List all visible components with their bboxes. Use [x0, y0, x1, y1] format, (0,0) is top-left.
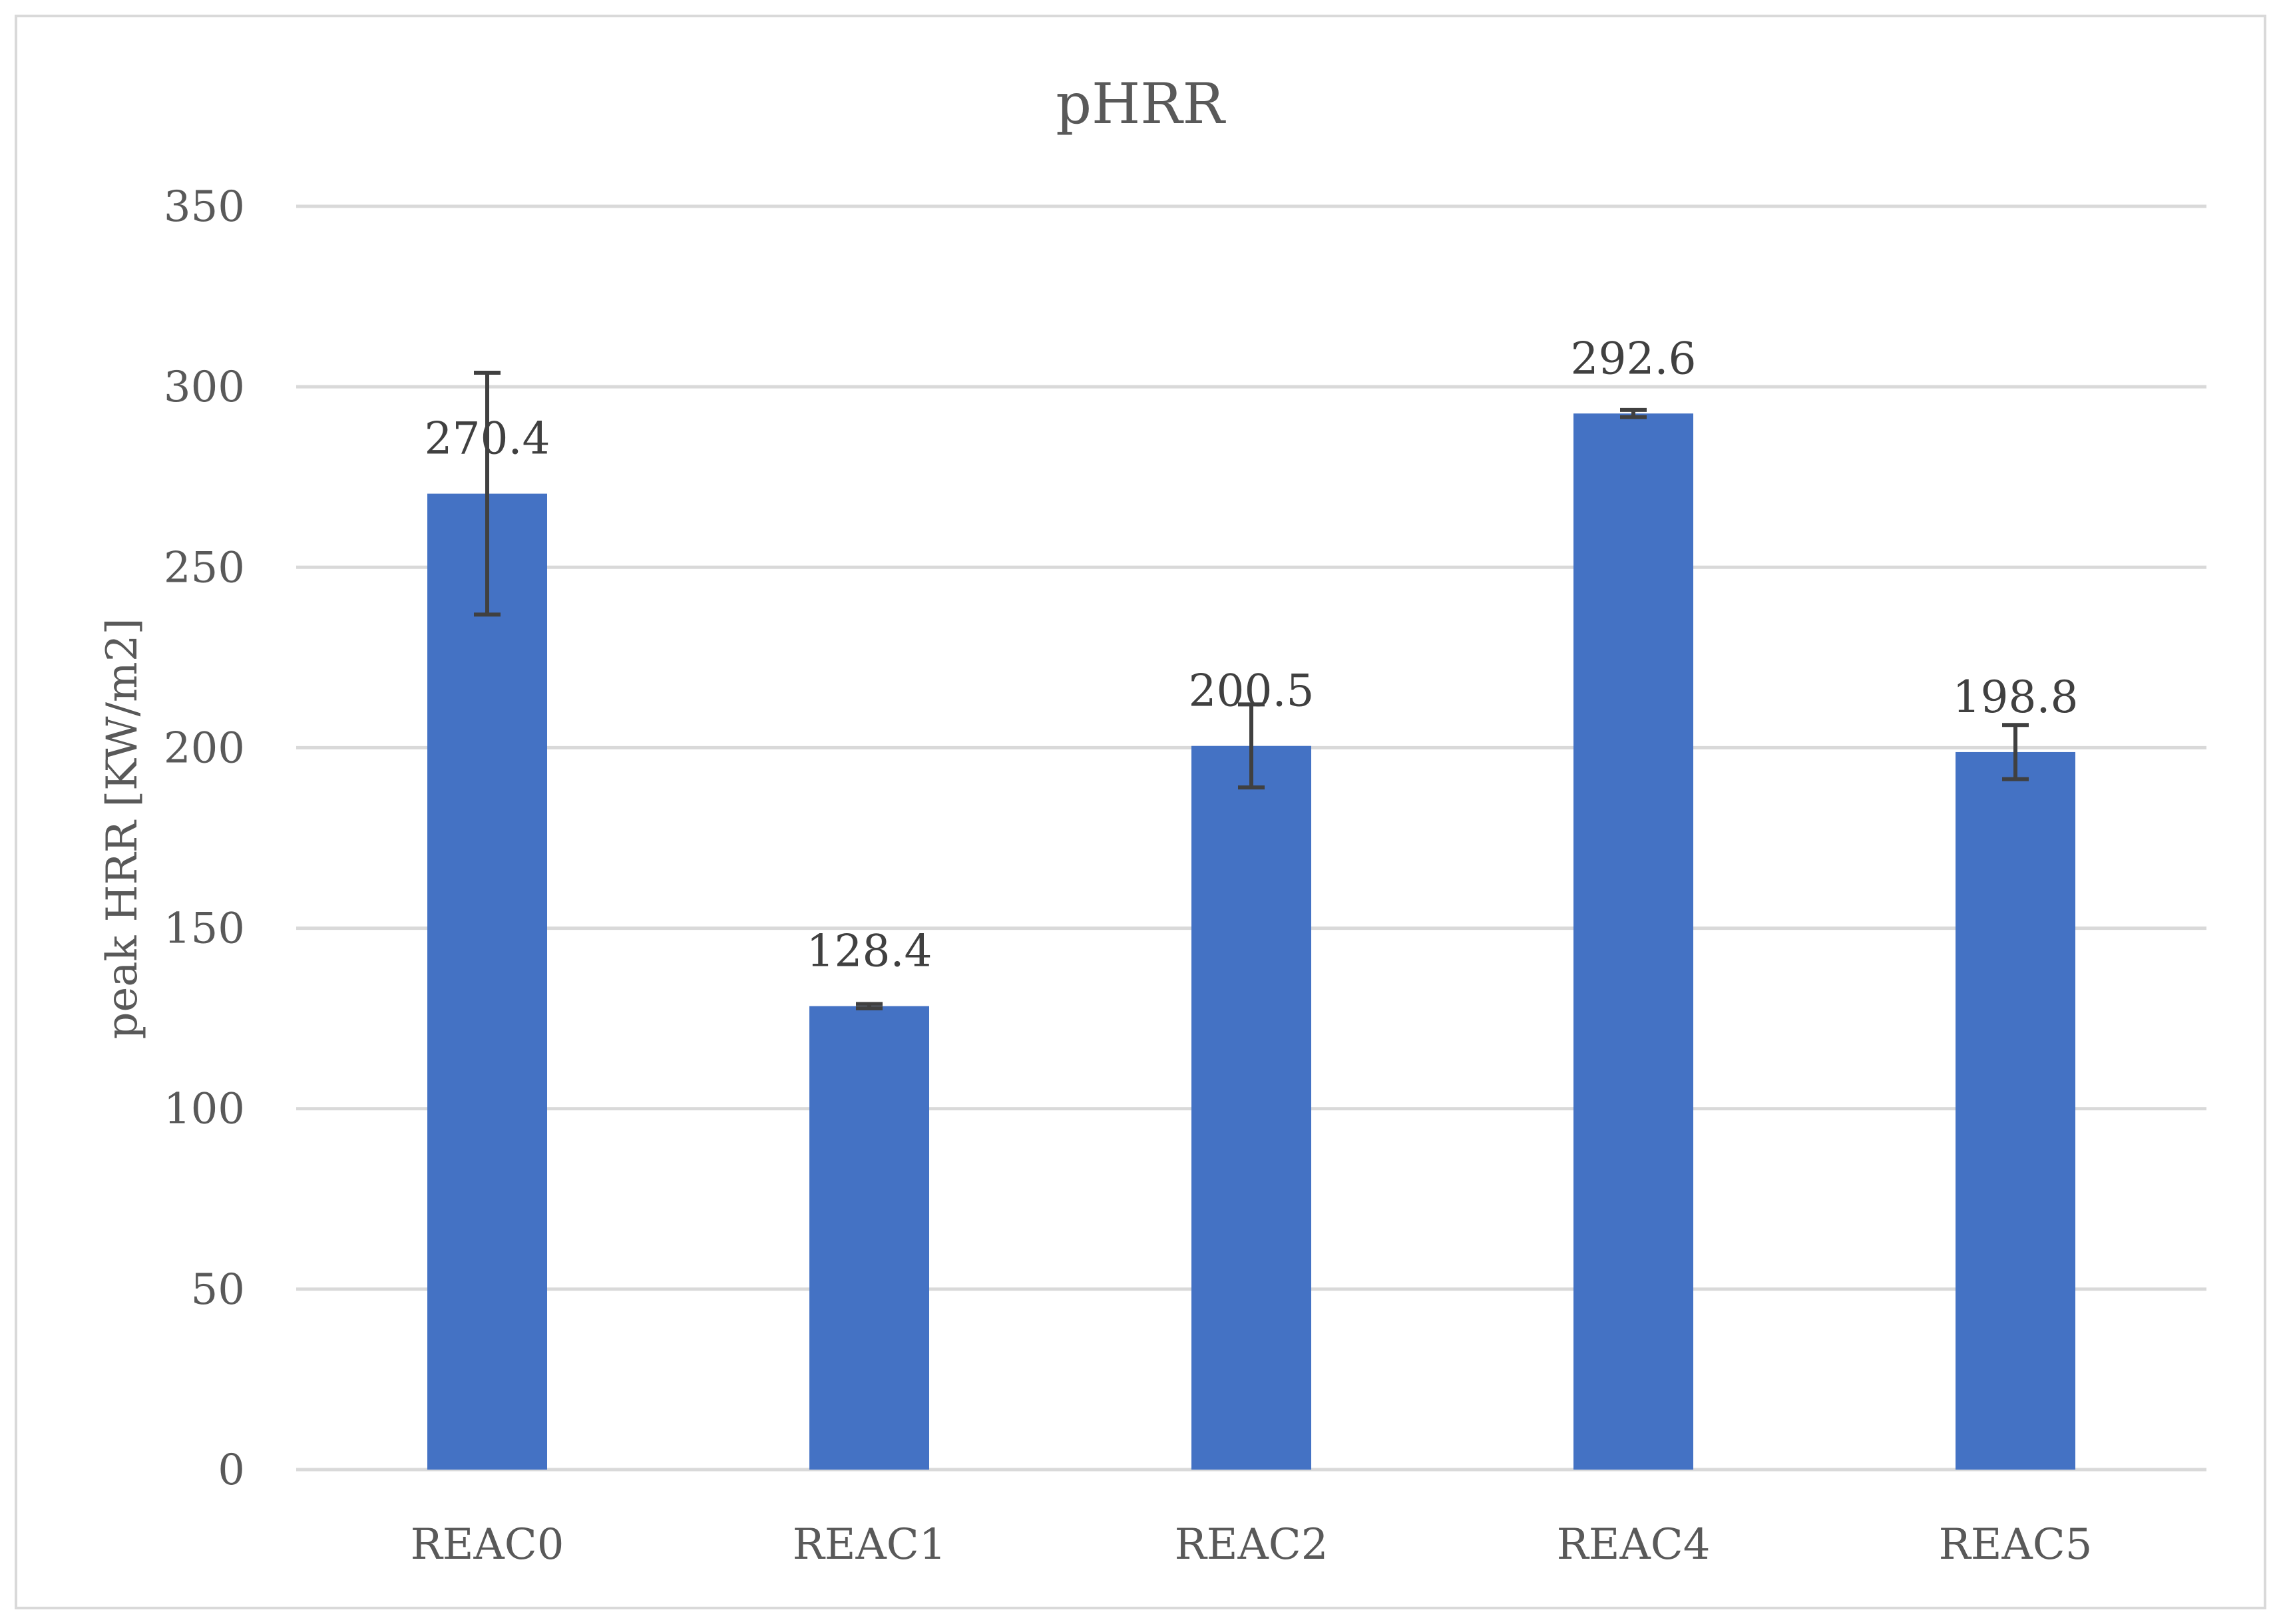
y-tick-label-250: 250	[164, 543, 245, 592]
y-tick-label-0: 0	[218, 1446, 245, 1495]
bar-reac2	[1191, 745, 1311, 1470]
x-tick-label-reac0: REAC0	[411, 1520, 564, 1569]
data-label-reac2: 200.5	[1189, 666, 1315, 717]
data-label-reac5: 198.8	[1953, 672, 2079, 723]
error-bar-reac5	[2002, 723, 2029, 781]
y-tick-label-100: 100	[164, 1085, 245, 1134]
chart-frame	[15, 15, 2266, 1609]
x-tick-label-reac1: REAC1	[793, 1520, 946, 1569]
error-bar-reac4	[1620, 407, 1647, 419]
data-label-reac0: 270.4	[425, 413, 550, 465]
data-label-reac1: 128.4	[807, 926, 933, 977]
bars	[427, 413, 2075, 1470]
error-bar-reac2	[1238, 702, 1265, 790]
y-tick-label-300: 300	[164, 363, 245, 412]
y-tick-label-150: 150	[164, 905, 245, 954]
error-bar-reac0	[474, 370, 501, 617]
y-axis-label: peak HRR [KW/m2]	[98, 618, 147, 1040]
bar-reac0	[427, 493, 547, 1470]
x-tick-label-reac4: REAC4	[1557, 1520, 1711, 1569]
bar-reac4	[1573, 413, 1693, 1470]
x-tick-label-reac2: REAC2	[1175, 1520, 1329, 1569]
bar-reac5	[1956, 751, 2075, 1470]
data-label-reac4: 292.6	[1571, 333, 1697, 384]
y-axis-ticks: 0 50 100 150 200 250 300 350	[164, 182, 245, 1495]
chart-title: pHRR	[1056, 71, 1226, 136]
y-tick-label-200: 200	[164, 723, 245, 773]
data-labels: 270.4 128.4 200.5 292.6 198.8	[425, 333, 2079, 976]
y-tick-label-50: 50	[191, 1265, 245, 1315]
x-tick-label-reac5: REAC5	[1939, 1520, 2093, 1569]
y-tick-label-350: 350	[164, 182, 245, 232]
error-bars	[474, 370, 2029, 1010]
error-bar-reac1	[856, 1002, 883, 1010]
x-axis-ticks: REAC0 REAC1 REAC2 REAC4 REAC5	[411, 1520, 2093, 1569]
bar-reac1	[809, 1006, 929, 1470]
